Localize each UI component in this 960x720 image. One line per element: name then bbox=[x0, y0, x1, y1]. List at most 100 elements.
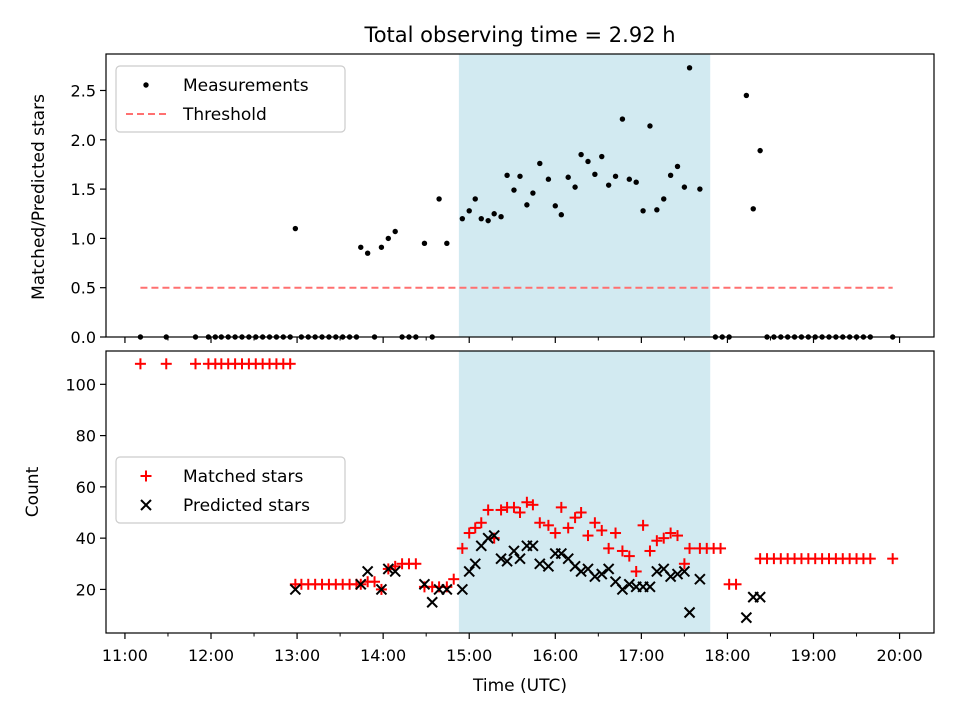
x-tick-label: 15:00 bbox=[446, 646, 492, 665]
x-marker-b bbox=[441, 583, 453, 596]
data-point bbox=[619, 116, 626, 122]
data-point bbox=[582, 530, 594, 542]
x-marker-b bbox=[426, 596, 438, 608]
x-marker-b bbox=[671, 568, 684, 580]
data-point bbox=[616, 583, 629, 596]
data-point bbox=[626, 176, 633, 182]
legend-swatch bbox=[140, 499, 152, 511]
data-point bbox=[410, 558, 422, 570]
data-point bbox=[482, 504, 494, 516]
data-point bbox=[463, 527, 475, 539]
data-point bbox=[517, 173, 523, 179]
data-point bbox=[469, 522, 481, 534]
x-marker-b bbox=[418, 578, 431, 590]
bottom-axes-frame bbox=[105, 350, 935, 634]
bottom-series-matched-stars bbox=[134, 358, 899, 595]
top-observing-window-span bbox=[458, 54, 711, 337]
y-tick-label: 100 bbox=[65, 375, 96, 394]
data-point bbox=[508, 501, 520, 513]
data-point bbox=[448, 573, 460, 585]
data-point bbox=[534, 558, 546, 570]
data-point bbox=[572, 184, 578, 190]
legend-label: Measurements bbox=[183, 76, 309, 96]
y-tick-label: 2.0 bbox=[71, 131, 96, 150]
data-point bbox=[369, 576, 381, 588]
data-point bbox=[743, 92, 750, 99]
data-point bbox=[683, 606, 696, 619]
data-point bbox=[605, 182, 612, 188]
top-axes-frame bbox=[105, 53, 935, 338]
data-point bbox=[681, 184, 688, 190]
x-tick-label: 17:00 bbox=[618, 646, 664, 665]
x-marker-b bbox=[589, 570, 601, 583]
data-point bbox=[592, 171, 598, 177]
data-point bbox=[562, 522, 574, 534]
data-point bbox=[485, 217, 491, 224]
data-point bbox=[630, 565, 642, 577]
data-point bbox=[289, 583, 302, 596]
data-point bbox=[491, 211, 497, 217]
x-marker-b bbox=[575, 565, 587, 578]
data-point bbox=[654, 207, 660, 213]
data-point bbox=[612, 173, 619, 179]
data-point bbox=[864, 553, 876, 565]
data-point bbox=[589, 570, 601, 583]
x-marker-b bbox=[289, 583, 302, 596]
x-marker-b bbox=[389, 565, 401, 578]
data-point bbox=[436, 196, 442, 202]
data-point bbox=[475, 517, 487, 529]
data-point bbox=[658, 532, 670, 544]
x-tick-label: 20:00 bbox=[877, 646, 923, 665]
data-point bbox=[190, 358, 202, 370]
data-point bbox=[441, 583, 453, 596]
y-tick-label: 0.0 bbox=[71, 328, 96, 347]
legend-box bbox=[115, 65, 346, 133]
y-tick-label: 20 bbox=[76, 580, 96, 599]
data-point bbox=[750, 206, 756, 212]
x-marker-b bbox=[488, 529, 500, 542]
data-point bbox=[603, 542, 615, 554]
data-point bbox=[549, 527, 561, 539]
data-point bbox=[160, 358, 172, 370]
legend-box bbox=[115, 456, 346, 524]
legend-swatch bbox=[143, 82, 149, 88]
data-point bbox=[569, 512, 581, 524]
data-point bbox=[364, 250, 371, 256]
x-tick-label: 13:00 bbox=[274, 646, 320, 665]
x-tick-label: 12:00 bbox=[188, 646, 234, 665]
x-marker-b bbox=[678, 565, 691, 578]
data-point bbox=[469, 558, 481, 570]
top-panel: Total observing time = 2.92 h Matched/Pr… bbox=[29, 23, 935, 347]
x-tick-label: 11:00 bbox=[102, 646, 148, 665]
data-point bbox=[623, 550, 635, 562]
x-marker-b bbox=[602, 563, 615, 575]
x-marker-b bbox=[740, 611, 753, 624]
data-point bbox=[527, 499, 539, 511]
data-point bbox=[385, 235, 392, 242]
data-point bbox=[495, 552, 507, 565]
data-point bbox=[730, 578, 742, 590]
data-point bbox=[596, 524, 608, 536]
x-axis-label: Time (UTC) bbox=[472, 676, 567, 696]
data-point bbox=[644, 545, 656, 557]
x-marker-b bbox=[527, 540, 539, 552]
data-point bbox=[887, 553, 899, 565]
data-point bbox=[524, 202, 530, 208]
bottom-series-predicted-stars bbox=[289, 529, 766, 624]
data-point bbox=[463, 565, 475, 578]
x-marker-b bbox=[534, 558, 546, 570]
y-tick-label: 1.0 bbox=[71, 229, 96, 248]
data-point bbox=[361, 565, 374, 578]
x-marker-b bbox=[355, 578, 367, 590]
data-point bbox=[674, 163, 681, 170]
data-point bbox=[644, 581, 656, 593]
legend-swatch bbox=[140, 470, 152, 482]
data-point bbox=[355, 578, 367, 590]
x-marker-b bbox=[658, 563, 670, 575]
x-tick-label: 18:00 bbox=[704, 646, 750, 665]
data-point bbox=[575, 565, 587, 578]
data-point bbox=[552, 203, 558, 209]
data-point bbox=[647, 123, 653, 129]
x-marker-b bbox=[596, 568, 608, 580]
